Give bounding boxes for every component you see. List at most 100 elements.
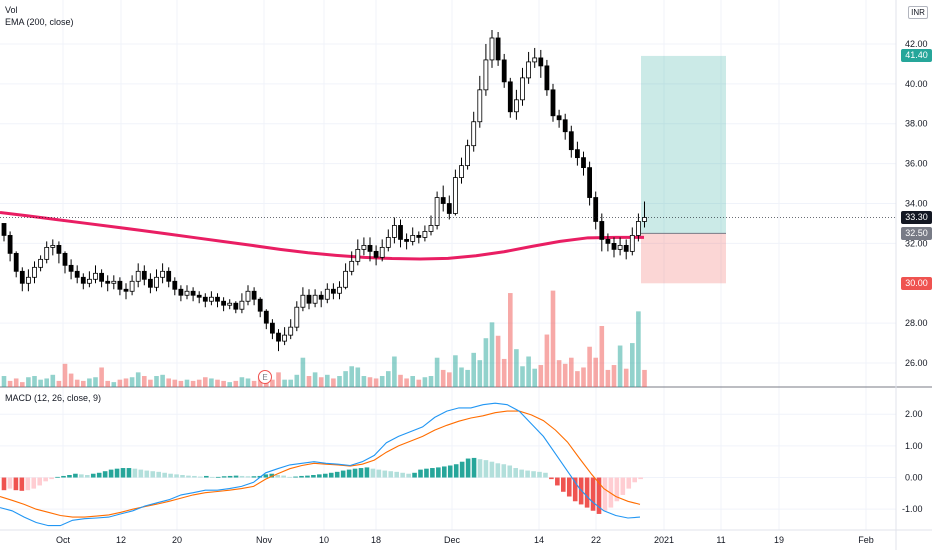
volume-bar — [209, 378, 214, 387]
macd-histogram-bar — [352, 468, 358, 478]
candle-body — [178, 288, 184, 296]
macd-histogram-bar — [495, 463, 501, 478]
candle — [184, 285, 190, 300]
candle — [343, 263, 349, 290]
volume-bar — [349, 366, 354, 387]
macd-histogram-bar — [31, 477, 37, 489]
candle — [25, 269, 31, 292]
macd-histogram-bar — [186, 475, 191, 478]
candle — [7, 231, 13, 262]
time-tick-label: 18 — [371, 535, 381, 545]
candle — [147, 273, 153, 294]
macd-histogram-bar — [287, 476, 292, 478]
candle-body — [276, 332, 281, 342]
volume-bar — [282, 379, 287, 387]
stop-price-label: 30.00 — [901, 276, 932, 290]
volume-bar — [20, 382, 25, 387]
volume-bar — [184, 379, 190, 387]
entry-price-label: 32.50 — [901, 226, 932, 240]
candle — [19, 267, 25, 292]
volume-bar — [312, 372, 318, 387]
macd-histogram-bar — [626, 477, 632, 489]
macd-histogram-bar — [209, 476, 215, 478]
price-tick-label: 40.00 — [905, 79, 928, 89]
volume-bar — [245, 378, 251, 387]
macd-histogram-bar — [114, 468, 120, 478]
candle — [526, 51, 531, 84]
candle — [80, 273, 86, 290]
volume-bar — [111, 382, 117, 387]
candle — [135, 263, 141, 288]
volume-bar — [471, 352, 476, 387]
candle-body — [514, 99, 519, 113]
price-tick-label: 32.00 — [905, 238, 928, 248]
volume-bar — [623, 368, 629, 387]
volume-bar — [410, 376, 415, 387]
ema-legend[interactable]: EMA (200, close) — [5, 17, 74, 27]
candle-body — [56, 244, 62, 254]
volume-bar — [172, 379, 178, 387]
candle — [44, 241, 50, 264]
candle-body — [599, 221, 605, 240]
candle-body — [593, 197, 599, 222]
candle — [263, 309, 269, 330]
macd-histogram-bar — [180, 475, 185, 478]
time-tick-label: 10 — [319, 535, 329, 545]
macd-histogram-bar — [543, 472, 548, 478]
price-tick-label: 28.00 — [905, 318, 928, 328]
candle — [636, 213, 641, 242]
time-tick-label: 11 — [716, 535, 725, 545]
macd-histogram-bar — [477, 459, 483, 478]
currency-badge[interactable]: INR — [908, 6, 928, 19]
volume-bar — [398, 374, 403, 387]
candle — [50, 239, 56, 256]
volume-bar — [227, 382, 232, 387]
macd-histogram-bar — [620, 477, 626, 495]
macd-histogram-bar — [239, 475, 245, 478]
macd-line — [0, 402, 641, 527]
candle-body — [349, 260, 355, 272]
macd-legend[interactable]: MACD (12, 26, close, 9) — [5, 393, 102, 403]
volume-bar — [288, 379, 293, 387]
macd-histogram-bar — [400, 472, 405, 478]
macd-histogram-bar — [215, 476, 221, 478]
volume-bar — [465, 369, 470, 387]
candle — [520, 67, 525, 106]
candle-body — [117, 280, 123, 290]
candle-body — [477, 89, 483, 123]
candle — [221, 297, 227, 312]
macd-histogram-bar — [638, 477, 643, 480]
candle-body — [373, 250, 379, 258]
candle — [367, 237, 373, 262]
candle-body — [123, 288, 129, 292]
volume-bar — [630, 343, 635, 387]
candle-body — [636, 221, 641, 236]
volume-bar — [569, 357, 574, 387]
volume-bar — [355, 367, 361, 387]
macd-signal-line — [0, 410, 641, 518]
candle — [550, 83, 556, 122]
macd-histogram-bar — [275, 475, 280, 478]
volume-bar — [87, 378, 92, 387]
candle-body — [452, 177, 458, 214]
candle-body — [605, 239, 611, 244]
macd-histogram-bar — [566, 477, 572, 497]
macd-histogram-bar — [602, 477, 608, 511]
candle — [318, 291, 324, 308]
macd-histogram-bar — [221, 476, 227, 478]
candle — [483, 43, 489, 96]
candle — [166, 267, 172, 288]
candle-body — [282, 334, 288, 342]
volume-legend[interactable]: Vol — [5, 5, 18, 15]
candle — [373, 245, 379, 266]
candle — [581, 151, 586, 176]
candle-body — [538, 57, 544, 67]
macd-histogram-bar — [168, 473, 173, 478]
volume-bar — [221, 380, 226, 387]
volume-bar — [117, 379, 123, 387]
candle-body — [147, 278, 153, 288]
volume-bar — [160, 374, 165, 387]
volume-bar — [270, 379, 275, 387]
